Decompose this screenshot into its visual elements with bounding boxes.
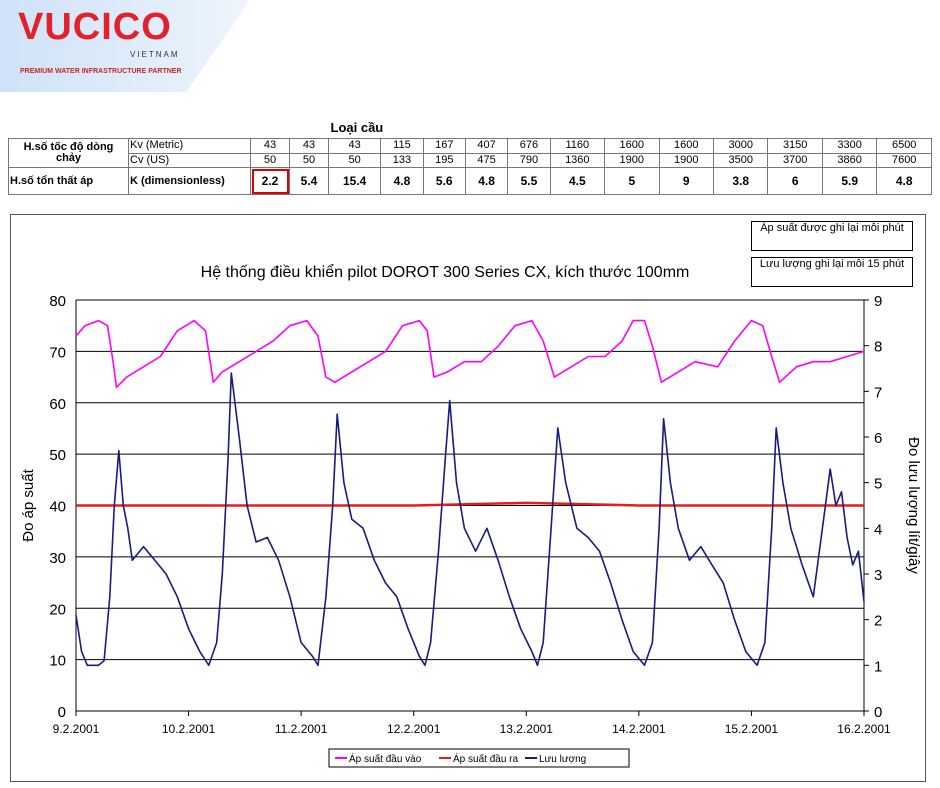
table-cell-cv-10: 3500	[712, 152, 769, 168]
table-cell-cv-2: 50	[328, 152, 382, 168]
table-cell-kv-11: 3150	[767, 138, 823, 154]
row1-label: H.số tốc độ dòng chảy	[8, 138, 129, 168]
table-cell-cv-12: 3860	[821, 152, 878, 168]
table-cell-cv-0: 50	[249, 152, 291, 168]
y2-tick-label: 1	[874, 658, 882, 675]
table-cell-k-0: 2.2	[249, 167, 291, 195]
y2-tick-label: 6	[874, 430, 882, 447]
table-cell-cv-5: 475	[464, 152, 509, 168]
series-line-2	[75, 372, 865, 667]
y2-tick-label: 0	[874, 704, 882, 721]
y-tick-label: 60	[49, 396, 66, 413]
table-cell-k-8: 5	[604, 167, 660, 195]
table-cell-cv-1: 50	[289, 152, 330, 168]
table-cell-cv-3: 133	[380, 152, 424, 168]
table-cell-kv-7: 1160	[549, 138, 606, 154]
y-tick-label: 10	[49, 653, 66, 670]
table-cell-k-4: 5.6	[422, 167, 466, 195]
table-cell-k-7: 4.5	[549, 167, 606, 195]
valve-spec-table: Loại cầu H.số tốc độ dòng chảy Kv (Metri…	[8, 116, 932, 195]
x-tick-label: 11.2.2001	[275, 722, 328, 736]
y2-tick-label: 7	[874, 384, 882, 401]
row2-sub: K (dimensionless)	[128, 167, 251, 195]
table-cell-kv-12: 3300	[821, 138, 878, 154]
table-row-kv: H.số tốc độ dòng chảy Kv (Metric) 43 43 43…	[8, 138, 932, 168]
y2-tick-label: 9	[874, 293, 882, 310]
table-cell-k-2: 15.4	[328, 167, 382, 195]
y-tick-label: 80	[49, 293, 66, 310]
brand-tagline: PREMIUM WATER INFRASTRUCTURE PARTNER	[20, 68, 182, 75]
table-cell-kv-4: 167	[422, 138, 466, 154]
table-cell-k-3: 4.8	[380, 167, 424, 195]
pressure-note: Áp suất được ghi lại mỗi phút	[751, 221, 913, 251]
y2-tick-label: 4	[874, 521, 882, 538]
brand-subtitle: VIETNAM	[130, 50, 180, 59]
y-tick-label: 70	[49, 344, 66, 361]
x-tick-label: 12.2.2001	[387, 722, 441, 736]
table-cell-kv-3: 115	[380, 138, 424, 154]
row1-sub-cv: Cv (US)	[128, 152, 251, 168]
table-cell-kv-13: 6500	[876, 138, 932, 154]
table-cell-cv-6: 790	[507, 152, 551, 168]
table-cell-cv-7: 1360	[549, 152, 606, 168]
y-tick-label: 20	[49, 601, 66, 618]
table-cell-kv-0: 43	[249, 138, 291, 154]
x-tick-label: 10.2.2001	[162, 722, 216, 736]
y2-axis-label: Đo lưu lượng lít/giây	[905, 437, 922, 574]
legend-label-2: Lưu lượng	[539, 754, 586, 765]
table-cell-k-11: 6	[767, 167, 823, 195]
y2-tick-label: 3	[874, 567, 882, 584]
table-cell-kv-8: 1600	[604, 138, 660, 154]
y-tick-label: 30	[49, 550, 66, 567]
y-tick-label: 40	[49, 499, 66, 516]
series-line-0	[75, 319, 865, 389]
table-cell-kv-10: 3000	[712, 138, 769, 154]
x-tick-label: 14.2.2001	[612, 722, 666, 736]
brand-logo: VUCICO	[18, 6, 172, 48]
series-line-1	[76, 501, 864, 507]
table-cell-k-5: 4.8	[464, 167, 509, 195]
table-cell-cv-13: 7600	[876, 152, 932, 168]
table-cell-cv-4: 195	[422, 152, 466, 168]
table-cell-k-13: 4.8	[876, 167, 932, 195]
table-cell-kv-5: 407	[464, 138, 509, 154]
table-cell-k-1: 5.4	[289, 167, 330, 195]
y2-tick-label: 5	[874, 476, 882, 493]
y-tick-label: 50	[49, 447, 66, 464]
legend-box	[328, 748, 630, 768]
table-cell-kv-1: 43	[289, 138, 330, 154]
legend-label-1: Áp suất đầu ra	[453, 752, 518, 765]
table-row-cv: Cv (US) 50 50 50 133 195 475 790 1360 1900 1900 35…	[9, 152, 932, 168]
table-cell-kv-6: 676	[507, 138, 551, 154]
y2-tick-label: 8	[874, 339, 882, 356]
chart-title: Hệ thống điều khiển pilot DOROT 300 Seri…	[201, 263, 690, 281]
table-cell-k-6: 5.5	[507, 167, 551, 195]
y-tick-label: 0	[58, 704, 66, 721]
flow-note: Lưu lượng ghi lại mỗi 15 phút	[751, 257, 913, 287]
table-cell-k-10: 3.8	[712, 167, 769, 195]
table-cell-cv-9: 1900	[658, 152, 714, 168]
table-cell-cv-11: 3700	[767, 152, 823, 168]
table-cell-k-9: 9	[658, 167, 714, 195]
table-cell-cv-8: 1900	[604, 152, 660, 168]
x-tick-label: 13.2.2001	[500, 722, 554, 736]
row1-sub-kv: Kv (Metric)	[128, 138, 251, 154]
chart-frame: Hệ thống điều khiển pilot DOROT 300 Seri…	[10, 214, 926, 782]
y2-tick-label: 2	[874, 613, 882, 630]
legend-label-0: Áp suất đầu vào	[349, 752, 422, 765]
x-tick-label: 9.2.2001	[53, 722, 100, 736]
table-cell-k-12: 5.9	[821, 167, 878, 195]
pressure-flow-chart: Hệ thống điều khiển pilot DOROT 300 Seri…	[20, 263, 922, 768]
table-row-k: H.số tổn thất áp K (dimensionless) 2.2 5.…	[8, 167, 932, 195]
x-tick-label: 15.2.2001	[725, 722, 779, 736]
row2-label: H.số tổn thất áp	[8, 167, 129, 195]
table-cell-kv-2: 43	[328, 138, 382, 154]
table-header: Loại cầu	[330, 119, 384, 135]
table-cell-kv-9: 1600	[658, 138, 714, 154]
y-axis-label: Đo áp suất	[20, 468, 37, 541]
x-tick-label: 16.2.2001	[837, 722, 891, 736]
